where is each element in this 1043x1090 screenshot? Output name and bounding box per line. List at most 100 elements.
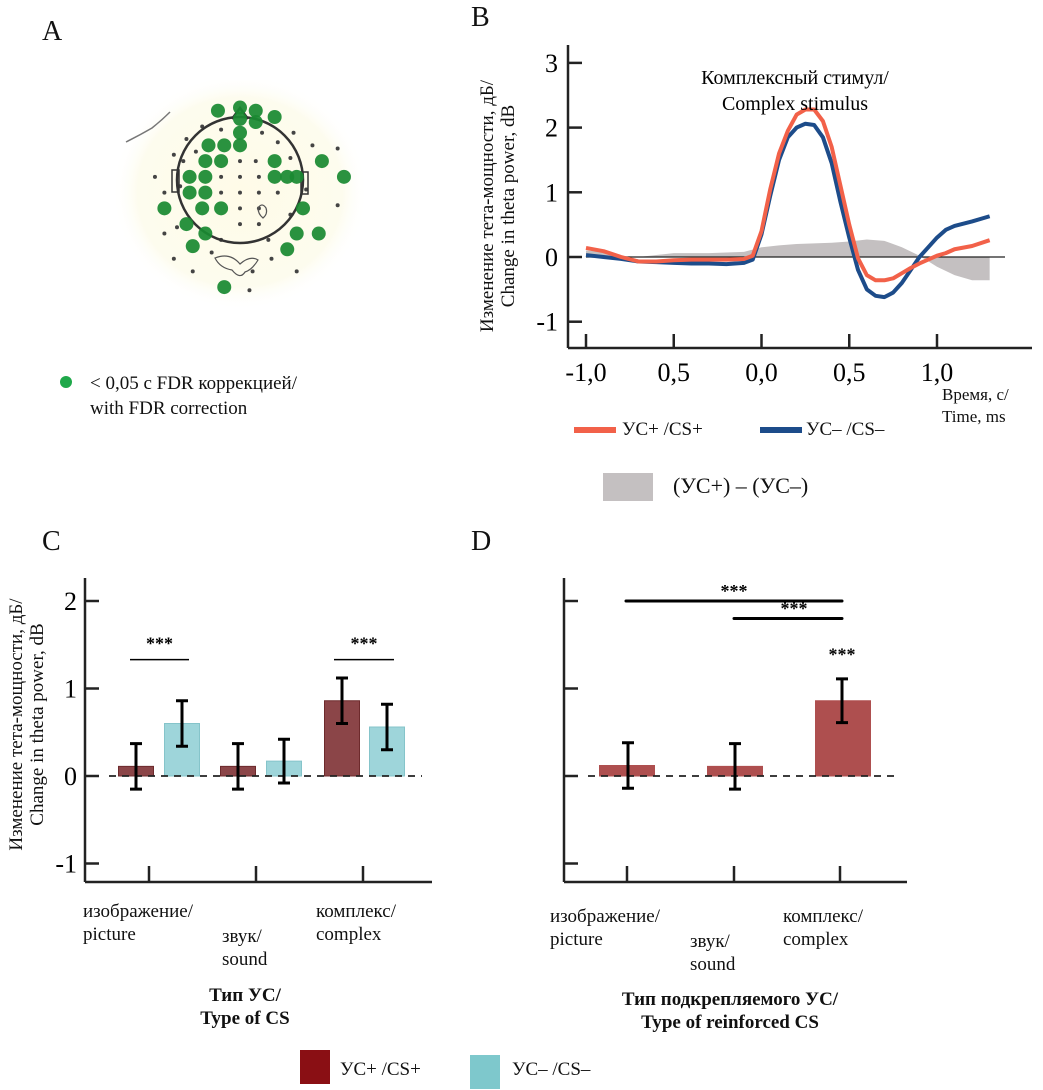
electrode-dot	[250, 269, 255, 274]
category-label-ru: изображение/	[83, 901, 194, 922]
significant-electrode-dot	[217, 138, 232, 153]
electrode-dot	[181, 159, 186, 164]
topography-background	[112, 80, 368, 310]
category-label-en: complex	[316, 924, 382, 945]
significant-electrode-dot	[233, 138, 247, 153]
cs-minus-line	[585, 121, 991, 300]
x-axis-label-en: Type of reinforced CS	[641, 1012, 819, 1033]
electrode-dot	[310, 143, 315, 148]
significant-electrode-dot	[248, 115, 263, 130]
category-complex-label: комплекс/ complex	[783, 905, 863, 951]
theta-power-by-cs-type-chart: 2 1 0 -1 *** ***	[55, 578, 432, 884]
significant-electrode-dot	[248, 103, 263, 118]
theta-power-by-reinforced-cs-chart: *** *** ***	[562, 578, 907, 884]
legend-cs-minus-swatch	[760, 427, 802, 433]
electrode-dot	[247, 288, 252, 293]
significant-electrode-dot	[233, 100, 247, 115]
electrode-group-significant	[157, 100, 351, 295]
significant-electrode-dot	[289, 226, 304, 241]
legend-significant-label-en: with FDR correction	[90, 398, 248, 419]
electrode-dot	[171, 152, 176, 157]
legend-difference-swatch	[603, 473, 653, 501]
category-label-en: sound	[690, 954, 736, 975]
significance-stars: ***	[146, 634, 173, 654]
category-label-ru: комплекс/	[316, 901, 396, 922]
legend-cs-minus-label: УС– /CS–	[806, 419, 885, 440]
electrode-dot	[238, 222, 242, 227]
theta-power-time-course-chart: 3 2 1 0 -1-1,0 0,5 0,0 0,5 1,0 Комплексный стимул…	[536, 45, 1032, 387]
electrode-dot	[171, 256, 176, 261]
x-tick-label: 0,5	[658, 358, 691, 387]
electrode-dot	[291, 130, 296, 135]
electrode-dot	[162, 231, 167, 236]
significant-electrode-dot	[336, 169, 351, 184]
significant-electrode-dot	[198, 185, 213, 200]
significant-electrode-dot	[217, 280, 232, 295]
significant-electrode-dot	[179, 217, 194, 232]
electrode-dot	[266, 237, 271, 242]
bottom-legend-cs-plus-label: УС+ /CS+	[340, 1059, 421, 1080]
panel-b-letter: B	[471, 2, 490, 33]
significant-electrode-dot	[214, 154, 229, 169]
x-tick-label: 0,5	[833, 358, 866, 387]
bottom-legend-cs-plus-swatch	[300, 1050, 330, 1084]
x-axis-label-en: Time, ms	[942, 407, 1006, 426]
electrode-dot	[238, 174, 242, 179]
legend-significant-label-ru: < 0,05 с FDR коррекцией/	[90, 373, 298, 394]
sensor-artifact-outline	[257, 204, 268, 219]
x-tick-label: 1,0	[921, 358, 954, 387]
category-picture-label: изображение/ picture	[550, 905, 660, 951]
significance-stars: ***	[829, 645, 856, 665]
electrode-dot	[256, 174, 261, 179]
x-axis-label-ru: Тип подкрепляемого УС/	[621, 989, 839, 1010]
electrode-dot	[304, 187, 309, 192]
legend-cs-plus-label: УС+ /CS+	[622, 419, 703, 440]
y-tick-label: 2	[64, 587, 77, 616]
x-axis-label-en: Type of CS	[200, 1008, 290, 1029]
electrode-dot	[219, 190, 224, 195]
y-tick-label: 1	[545, 178, 558, 207]
y-tick-label: 0	[545, 243, 558, 272]
electrode-dot	[275, 190, 280, 195]
electrode-dot	[335, 146, 340, 151]
significant-electrode-dot	[198, 154, 213, 169]
y-tick-label: -1	[536, 308, 558, 337]
legend-difference-label: (УС+) – (УС–)	[673, 473, 809, 498]
category-sound-label: звук/ sound	[690, 930, 735, 976]
category-label-en: sound	[222, 949, 268, 970]
electrode-dot	[275, 140, 280, 145]
significant-electrode-dot	[182, 169, 197, 184]
significant-electrode-dot	[210, 103, 225, 118]
electrode-dot	[238, 206, 242, 211]
category-label-ru: комплекс/	[783, 906, 863, 927]
significant-electrode-dot	[267, 110, 282, 124]
significant-electrode-dot	[267, 169, 282, 184]
category-label-en: picture	[83, 924, 136, 945]
significance-stars: ***	[781, 599, 808, 619]
electrode-dot	[260, 130, 265, 135]
electrode-dot	[152, 174, 157, 179]
significant-electrode-dot	[233, 125, 247, 140]
y-tick-label: 0	[64, 762, 77, 791]
significant-electrode-dot	[289, 169, 304, 184]
x-tick-label: -1,0	[565, 358, 606, 387]
significant-electrode-dot	[198, 169, 213, 184]
category-complex-label: комплекс/ complex	[316, 900, 396, 946]
electrode-dot	[294, 269, 299, 274]
category-label-en: picture	[550, 929, 603, 950]
electrode-dot	[288, 155, 293, 160]
y-tick-label: 3	[545, 49, 558, 78]
electrode-dot	[219, 174, 224, 179]
electrode-dot	[256, 222, 261, 227]
difference-area	[586, 239, 990, 281]
significant-electrode-dot	[182, 185, 197, 200]
legend-cs-plus-swatch	[574, 427, 616, 433]
significance-stars: ***	[721, 581, 748, 601]
significance-stars: ***	[351, 634, 378, 654]
chart-title-line: Complex stimulus	[722, 93, 868, 115]
significant-electrode-dot	[280, 242, 295, 257]
significant-electrode-dot	[185, 239, 200, 254]
electrode-dot	[253, 159, 258, 164]
category-label-ru: звук/	[690, 931, 730, 952]
significant-electrode-dot	[296, 201, 310, 216]
